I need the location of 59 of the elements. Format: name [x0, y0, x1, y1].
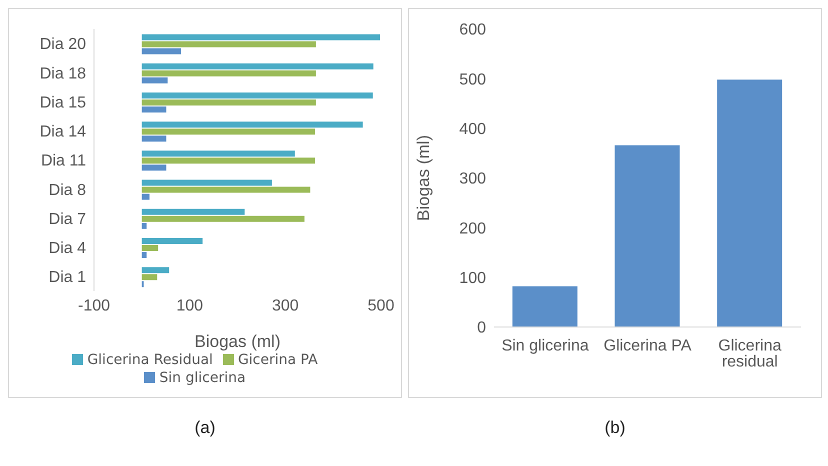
bar — [142, 122, 363, 128]
text: (a) — [194, 418, 216, 438]
bar — [142, 238, 203, 244]
x-tick-label: Glicerina residual — [718, 337, 782, 370]
x-tick-label: 100 — [176, 297, 204, 314]
y-tick-label: 400 — [459, 121, 486, 138]
y-tick-label: 0 — [477, 320, 486, 337]
x-tick-label: Glicerina PA — [604, 337, 692, 354]
bar — [142, 186, 310, 193]
bar — [142, 274, 158, 280]
x-tick-label: 500 — [368, 297, 394, 314]
bar — [142, 48, 182, 54]
bar — [142, 106, 166, 112]
y-tick-label: Dia 11 — [40, 152, 86, 170]
y-tick-label: 300 — [459, 170, 486, 188]
bar — [142, 99, 316, 106]
bar — [142, 180, 272, 186]
bar — [142, 245, 158, 252]
legend-label: Glicerina Residual — [87, 352, 213, 368]
bar — [142, 70, 316, 76]
bar — [142, 158, 315, 164]
bar — [142, 136, 166, 142]
bar — [142, 92, 373, 98]
y-tick-label: Dia 14 — [40, 124, 86, 141]
y-tick-label: Dia 1 — [48, 269, 86, 286]
bar — [142, 252, 147, 258]
y-tick-label: Dia 7 — [48, 210, 86, 228]
x-tick-label: Sin glicerina — [502, 337, 589, 354]
bar — [142, 267, 170, 274]
bar — [142, 150, 295, 157]
bar — [142, 63, 374, 70]
y-tick-label: Dia 20 — [40, 36, 86, 54]
x-tick-label: -100 — [78, 297, 110, 314]
x-axis-title: Biogas (ml) — [194, 332, 280, 351]
y-tick-label: Dia 18 — [40, 65, 86, 82]
bar — [142, 222, 147, 229]
y-tick-label: 200 — [459, 220, 486, 238]
text: (b) — [604, 418, 626, 438]
bar — [142, 216, 304, 222]
bar — [142, 41, 316, 48]
bar — [142, 128, 315, 135]
y-tick-label: 100 — [459, 270, 486, 288]
y-tick-label: 600 — [459, 22, 486, 39]
y-tick-label: Dia 15 — [40, 94, 86, 112]
legend-label: Sin glicerina — [159, 370, 246, 386]
y-axis-title: Biogas (ml) — [414, 135, 434, 221]
bar — [614, 145, 680, 327]
y-tick-label: 500 — [459, 71, 486, 88]
legend-label: Gicerina PA — [238, 352, 318, 368]
y-tick-label: Dia 4 — [48, 240, 86, 258]
bar — [512, 286, 578, 327]
bar — [717, 80, 782, 327]
x-tick-label: 300 — [272, 297, 299, 314]
bar — [142, 194, 150, 200]
bar — [142, 208, 245, 215]
bar — [142, 164, 166, 171]
bar — [142, 34, 380, 40]
bar — [142, 77, 168, 84]
y-tick-label: Dia 8 — [48, 182, 86, 199]
